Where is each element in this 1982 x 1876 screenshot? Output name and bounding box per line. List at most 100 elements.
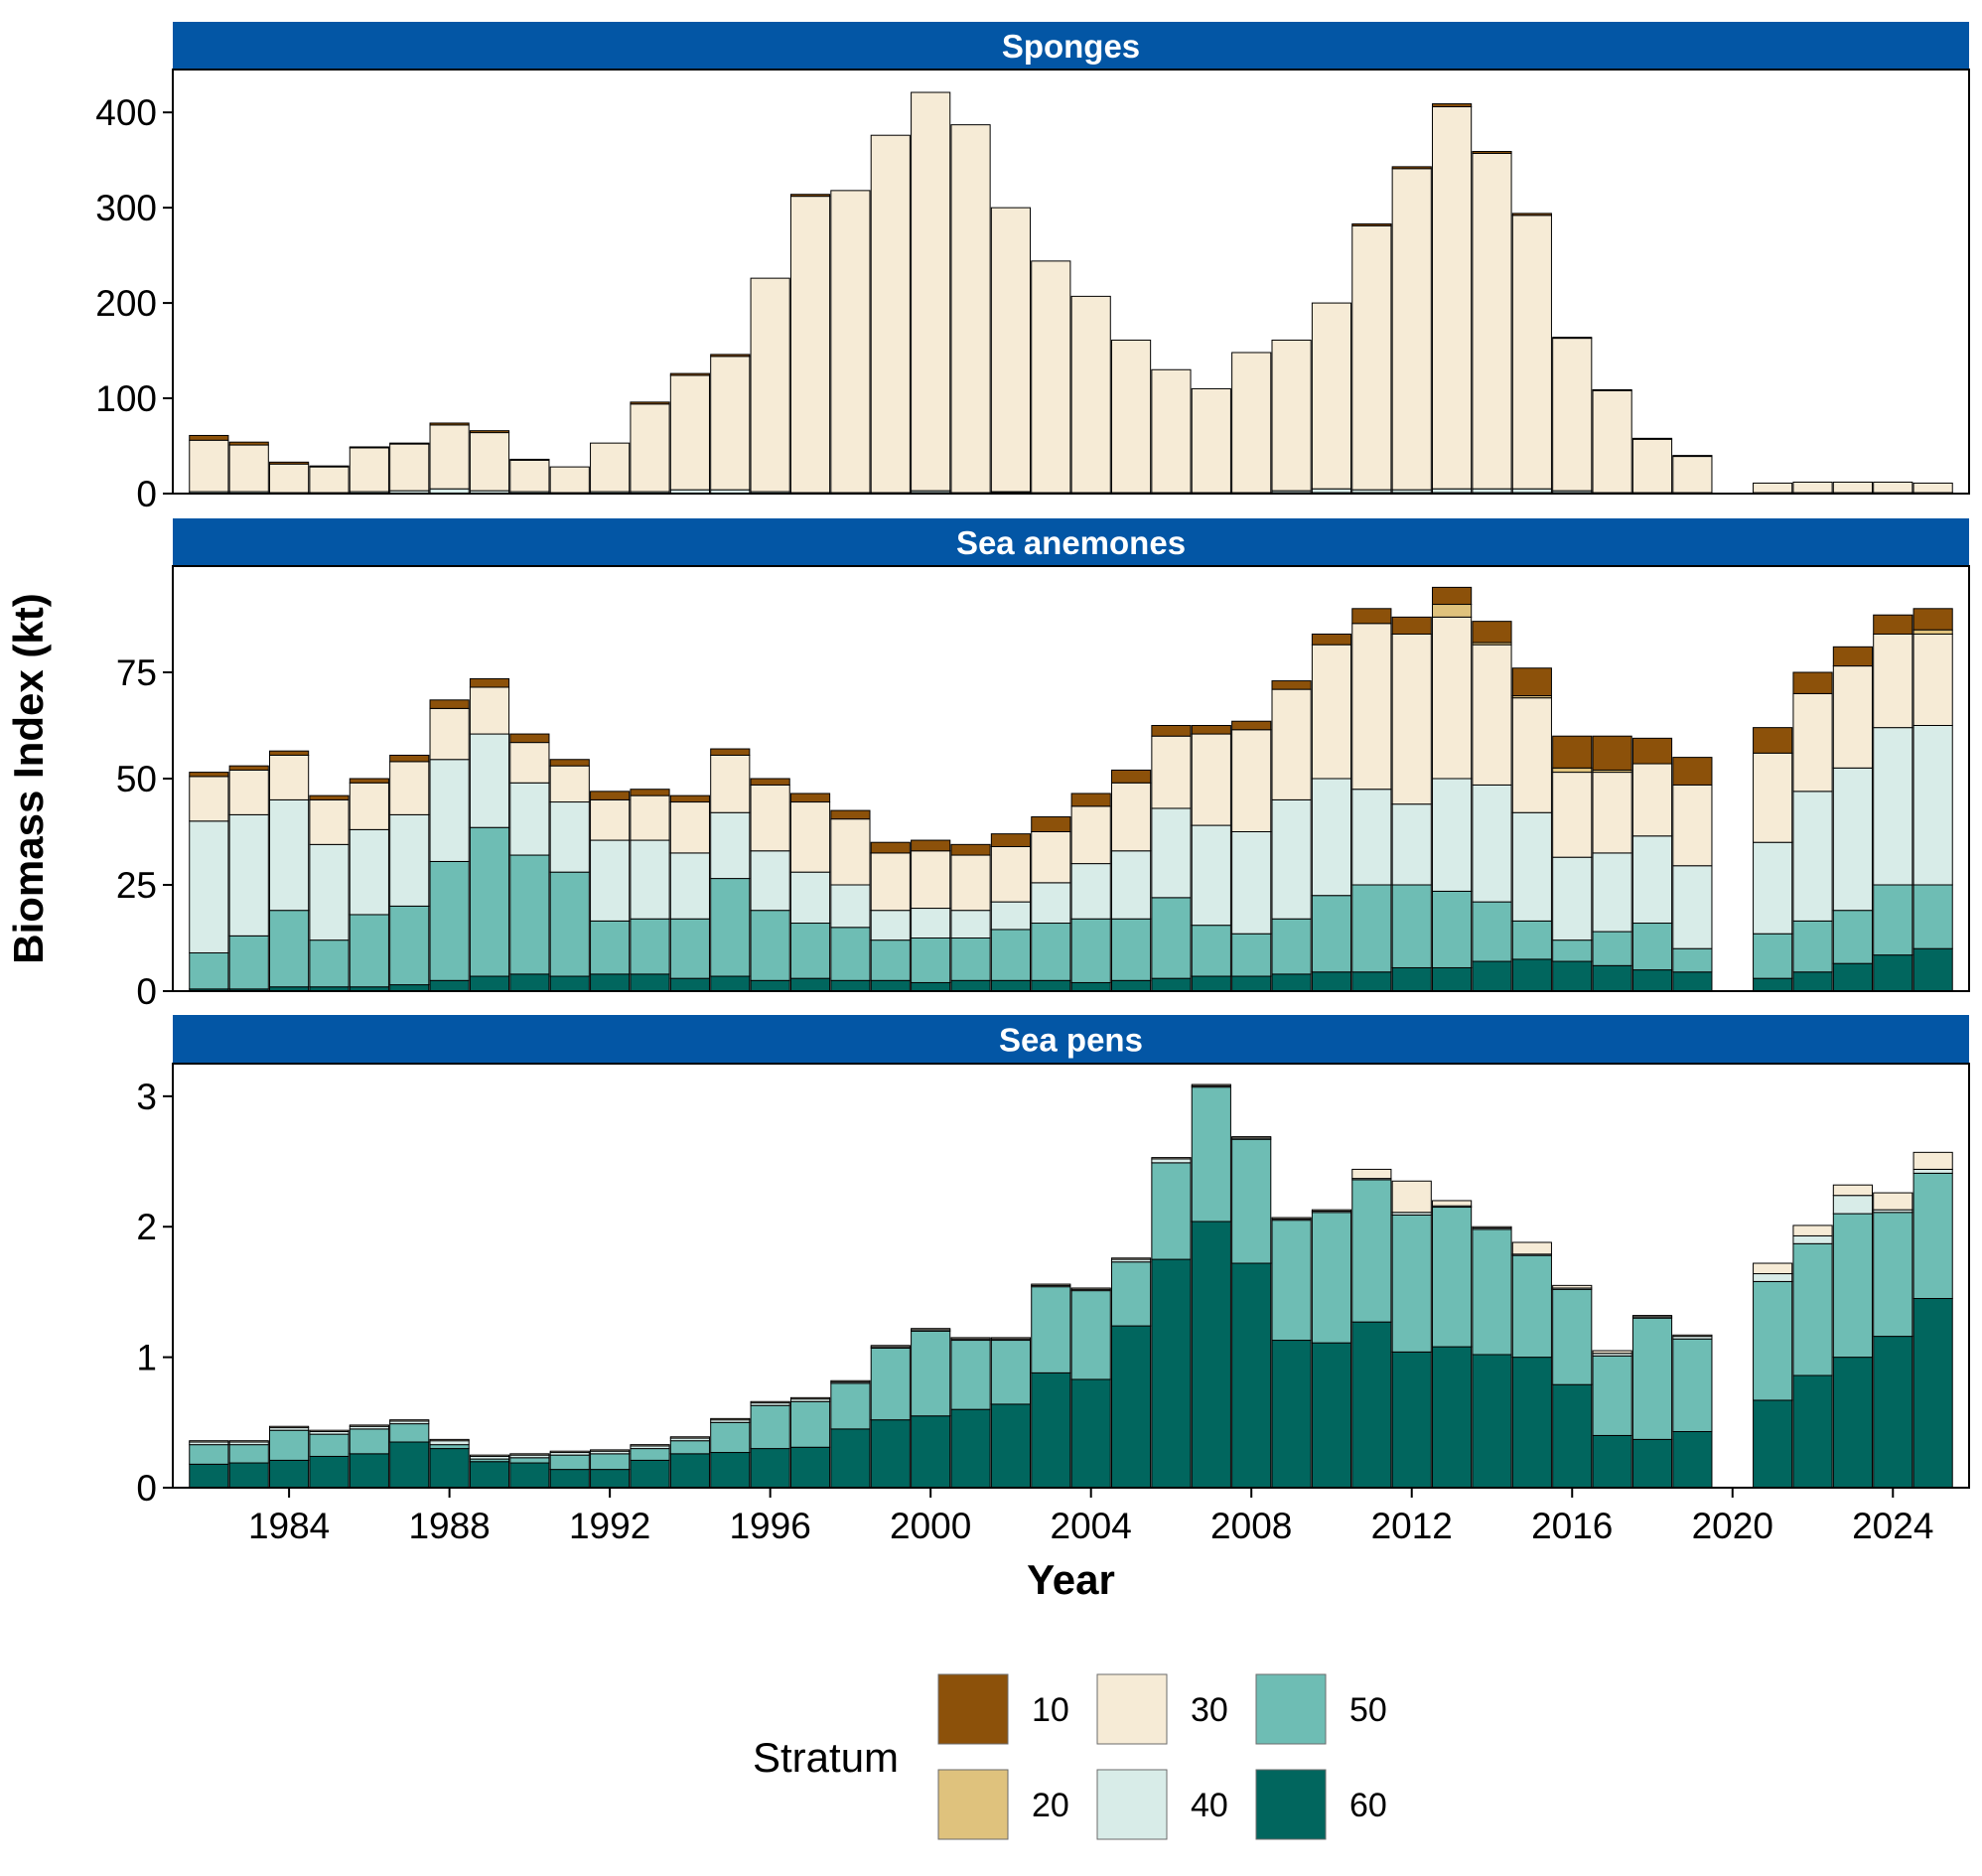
bar-segment (1753, 841, 1793, 935)
bar-segment (789, 1446, 831, 1489)
bar-segment (669, 852, 710, 920)
bar-segment (990, 929, 1032, 981)
bar-segment (990, 845, 1032, 903)
bar-segment (469, 432, 510, 492)
bar-segment (1311, 644, 1352, 780)
bar-segment (389, 443, 430, 492)
bar-segment (1110, 850, 1152, 920)
legend-label: 10 (1032, 1691, 1069, 1729)
legend-key (1255, 1769, 1327, 1840)
bar-segment (1191, 725, 1231, 735)
bar-segment (1031, 816, 1071, 833)
legend-key (937, 1769, 1009, 1840)
bar-segment (269, 1459, 310, 1489)
y-axis: 0 1 2 3 (136, 1077, 173, 1509)
bar-segment (1151, 807, 1192, 899)
bar-segment (911, 91, 951, 492)
bar-segment (228, 1440, 269, 1443)
bar-segment (630, 403, 670, 493)
legend-label: 40 (1191, 1787, 1228, 1824)
bar-segment (990, 901, 1032, 931)
bar-segment (189, 1444, 229, 1465)
bar-segment (630, 794, 670, 841)
bar-segment (1191, 387, 1231, 494)
bar-segment (469, 430, 510, 434)
bar-segment (269, 461, 310, 465)
bar-segment (429, 707, 470, 761)
bar-segment (1592, 964, 1632, 992)
x-tick-label: 2016 (1531, 1506, 1613, 1546)
bar-segment (669, 1436, 710, 1439)
y-axis: 0 25 50 75 (116, 652, 173, 1012)
bar-segment (228, 769, 269, 815)
bar-segment (309, 1455, 350, 1489)
bar-segment (789, 871, 831, 925)
bar-segment (1070, 1378, 1111, 1489)
bar-segment (830, 884, 871, 929)
bar-segment (1511, 697, 1552, 813)
legend-title: Stratum (753, 1734, 899, 1781)
bar-segment (1151, 977, 1192, 992)
bar-segment (228, 444, 269, 493)
bar-segment (1672, 757, 1713, 786)
bar-segment (549, 975, 590, 992)
bar-segment (1753, 752, 1793, 843)
bar-segment (1631, 1438, 1673, 1489)
bar-segment (1832, 646, 1873, 667)
bar-segment (1912, 884, 1953, 949)
panel-title: Sea pens (999, 1022, 1143, 1059)
y-tick-label: 400 (95, 92, 157, 133)
bar-segment (870, 979, 911, 992)
bar-segment (429, 759, 470, 862)
bar-segment (309, 794, 350, 800)
bar-segment (189, 439, 229, 493)
bar-segment (509, 1462, 550, 1489)
bar-segment (630, 789, 670, 796)
bar-segment (630, 1459, 670, 1489)
bar-segment (950, 938, 991, 981)
bar-segment (1070, 793, 1111, 807)
bar-segment (750, 778, 790, 786)
bar-segment (1351, 222, 1392, 226)
bar-segment (1592, 1434, 1632, 1489)
bar-segment (830, 818, 871, 886)
bar-segment (1351, 608, 1392, 625)
bar-segment (1110, 340, 1152, 494)
bar-segment (1231, 933, 1272, 977)
bar-segment (789, 793, 831, 803)
bar-segment (549, 466, 590, 494)
bar-segment (1311, 302, 1352, 490)
bar-segment (1151, 1258, 1192, 1489)
bar-segment (1592, 1355, 1632, 1436)
bar-segment (1271, 1217, 1312, 1220)
bar-segment (830, 927, 871, 981)
bar-segment (1511, 1254, 1552, 1359)
bar-segment (590, 791, 631, 800)
bar-segment (950, 854, 991, 912)
bar-segment (1912, 947, 1953, 992)
bar-segment (1832, 665, 1873, 769)
bar-segment (1432, 890, 1473, 968)
bar-segment (1151, 368, 1192, 494)
bar-segment (990, 207, 1032, 493)
x-tick-label: 1992 (569, 1506, 650, 1546)
bar-segment (1271, 688, 1312, 800)
bar-segment (1231, 720, 1272, 731)
bar-segment (429, 979, 470, 992)
bars (189, 586, 1953, 992)
bar-segment (1792, 481, 1833, 494)
bar-segment (1070, 981, 1111, 992)
panel-title: Sponges (1002, 28, 1140, 65)
bar-segment (549, 1454, 590, 1471)
bar-segment (1472, 152, 1512, 490)
bar-segment (911, 1415, 951, 1489)
panel-border (172, 1063, 1970, 1489)
bar-segment (789, 1396, 831, 1400)
bar-segment (189, 1440, 229, 1443)
bar-segment (269, 463, 310, 494)
legend: Stratum 10 20 30 40 50 60 (753, 1673, 1387, 1840)
bar-segment (1511, 667, 1552, 697)
bar-segment (1031, 260, 1071, 494)
bar-segment (1511, 811, 1552, 922)
bar-segment (1151, 1157, 1192, 1160)
